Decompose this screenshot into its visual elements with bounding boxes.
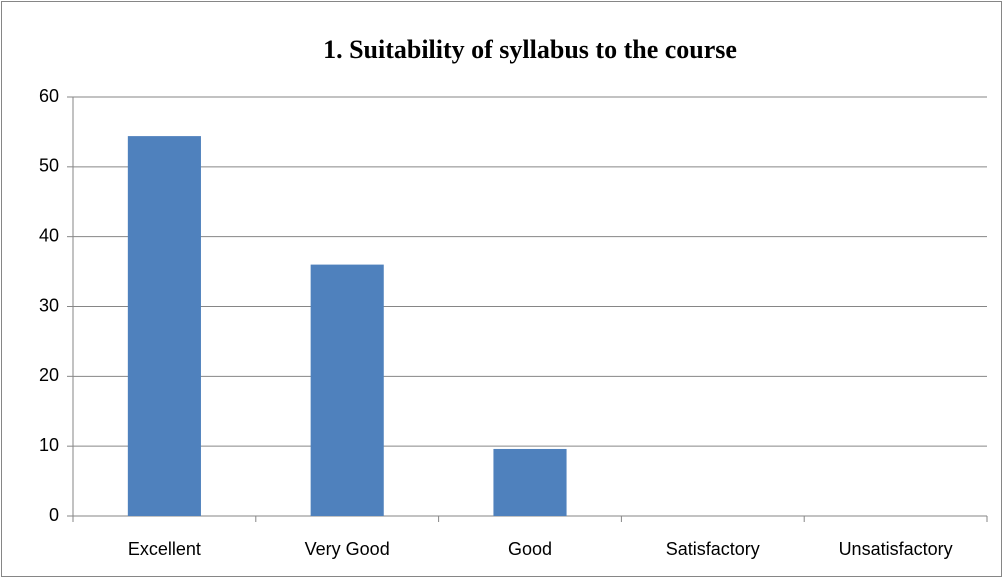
- y-tick-label: 30: [39, 295, 59, 315]
- y-tick-label: 0: [49, 505, 59, 525]
- y-tick-label: 20: [39, 365, 59, 385]
- y-tick-label: 10: [39, 435, 59, 455]
- bar: [493, 448, 567, 516]
- x-tick-label: Good: [508, 539, 552, 559]
- x-tick-label: Unsatisfactory: [839, 539, 953, 559]
- y-tick-label: 50: [39, 156, 59, 176]
- y-tick-label: 40: [39, 225, 59, 245]
- x-tick-label: Satisfactory: [666, 539, 760, 559]
- chart-title: 1. Suitability of syllabus to the course: [323, 35, 737, 64]
- y-tick-label: 60: [39, 86, 59, 106]
- bar: [310, 264, 384, 516]
- x-tick-label: Very Good: [305, 539, 390, 559]
- x-tick-label: Excellent: [128, 539, 201, 559]
- bar: [127, 136, 201, 516]
